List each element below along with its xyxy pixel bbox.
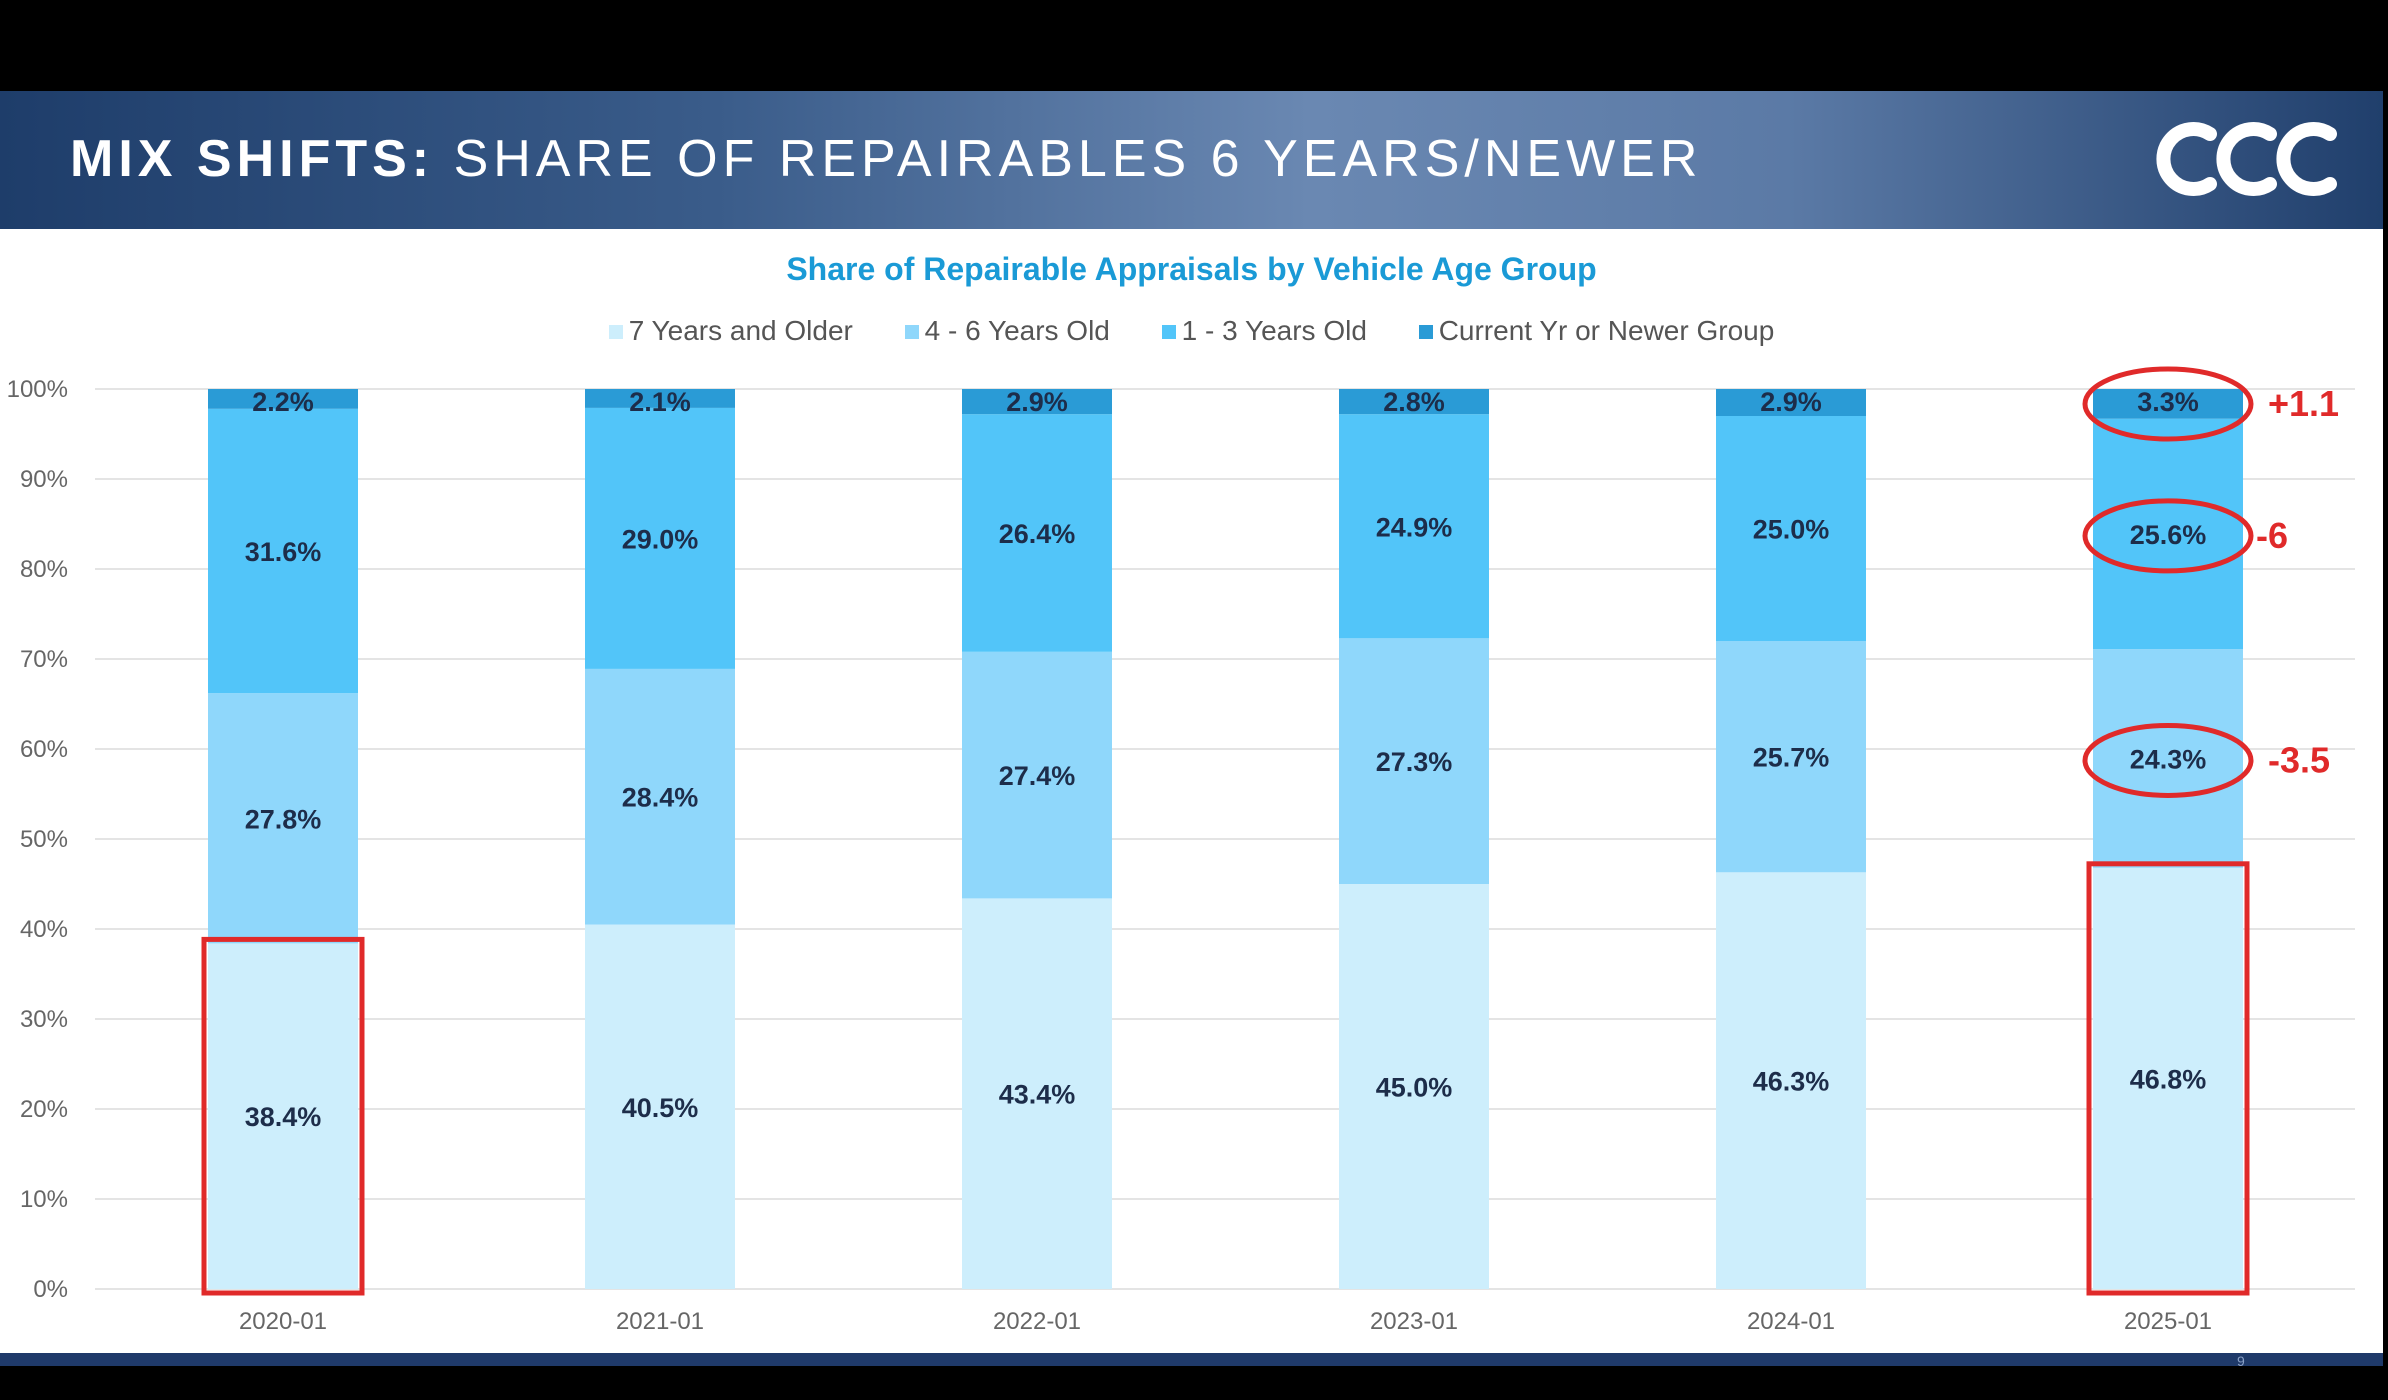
data-label: 28.4%: [622, 783, 699, 813]
y-tick-label: 90%: [20, 466, 68, 493]
data-label: 24.9%: [1376, 512, 1453, 542]
data-label: 2.1%: [629, 387, 691, 417]
bar-segment: [1339, 884, 1489, 1289]
page-title-rest: SHARE OF REPAIRABLES 6 YEARS/NEWER: [453, 130, 1703, 188]
bar-segment: [1716, 389, 1866, 416]
data-label: 25.7%: [1753, 743, 1830, 773]
y-tick-label: 70%: [20, 646, 68, 673]
chart-legend: 7 Years and Older 4 - 6 Years Old 1 - 3 …: [0, 313, 2383, 347]
data-label: 2.2%: [252, 387, 314, 417]
annotation-text: -3.5: [2268, 739, 2330, 780]
bar-segment: [1716, 416, 1866, 641]
data-label: 46.8%: [2130, 1064, 2207, 1094]
bar-segment: [962, 898, 1112, 1289]
legend-item-1-3-years: 1 - 3 Years Old: [1161, 314, 1367, 347]
annotation-ellipse: [2082, 366, 2254, 442]
right-letterbox: [2383, 91, 2388, 1366]
y-tick-label: 40%: [20, 916, 68, 943]
x-tick-label: 2023-01: [1370, 1308, 1458, 1335]
legend-item-4-6-years: 4 - 6 Years Old: [904, 314, 1110, 347]
header-banner: MIX SHIFTS: SHARE OF REPAIRABLES 6 YEARS…: [0, 91, 2383, 229]
y-tick-label: 30%: [20, 1006, 68, 1033]
bar-segment: [1716, 641, 1866, 873]
bar-segment: [1716, 872, 1866, 1289]
data-label: 25.0%: [1753, 515, 1830, 545]
page-title-bold: MIX SHIFTS:: [70, 130, 435, 188]
x-tick-label: 2022-01: [993, 1308, 1081, 1335]
bar-segment: [585, 389, 735, 408]
bar-segment: [2093, 867, 2243, 1289]
y-tick-label: 80%: [20, 556, 68, 583]
x-tick-label: 2020-01: [239, 1308, 327, 1335]
legend-swatch: [904, 325, 919, 340]
footer-bar: [0, 1353, 2383, 1366]
legend-label: 7 Years and Older: [628, 314, 853, 346]
slide: MIX SHIFTS: SHARE OF REPAIRABLES 6 YEARS…: [0, 91, 2383, 1366]
legend-label: 4 - 6 Years Old: [924, 314, 1110, 346]
data-label: 38.4%: [245, 1102, 322, 1132]
data-label: 26.4%: [999, 519, 1076, 549]
data-label: 24.3%: [2130, 744, 2207, 774]
data-label: 2.9%: [1006, 387, 1068, 417]
annotation-ellipse: [2082, 722, 2254, 798]
y-tick-label: 50%: [20, 826, 68, 853]
data-label: 40.5%: [622, 1093, 699, 1123]
page-number: 9: [2237, 1353, 2245, 1366]
highlight-box: [201, 936, 365, 1296]
bar-segment: [208, 693, 358, 944]
data-label: 27.4%: [999, 761, 1076, 791]
data-label: 43.4%: [999, 1080, 1076, 1110]
page-title: MIX SHIFTS: SHARE OF REPAIRABLES 6 YEARS…: [70, 129, 1702, 189]
bar-segment: [1339, 638, 1489, 884]
stacked-bar-chart: 0% 10% 20% 30% 40% 50% 60% 70% 80% 90% 100% 38.4% 27…: [7, 366, 2355, 1335]
annotation-text: -6: [2256, 515, 2288, 556]
x-tick-label: 2024-01: [1747, 1308, 1835, 1335]
bar-segment: [962, 389, 1112, 415]
x-tick-label: 2025-01: [2124, 1308, 2212, 1335]
legend-swatch: [1418, 325, 1433, 340]
y-tick-label: 20%: [20, 1096, 68, 1123]
legend-item-current-year: Current Yr or Newer Group: [1418, 314, 1775, 347]
top-letterbox: [0, 0, 2388, 91]
annotation-text: +1.1: [2268, 383, 2339, 424]
bar-segment: [585, 924, 735, 1289]
bar-segment: [2093, 649, 2243, 868]
bar-segment: [585, 668, 735, 925]
highlight-box: [2086, 861, 2250, 1296]
data-label: 45.0%: [1376, 1073, 1453, 1103]
data-label: 2.8%: [1383, 387, 1445, 417]
y-tick-label: 0%: [33, 1276, 68, 1303]
data-label: 25.6%: [2130, 520, 2207, 550]
legend-swatch: [608, 325, 623, 340]
legend-swatch: [1161, 325, 1176, 340]
bar-segment: [962, 414, 1112, 652]
bar-segment: [208, 389, 358, 409]
bar-segment: [2093, 418, 2243, 650]
ccc-logo-icon: [2156, 122, 2337, 196]
data-label: 27.3%: [1376, 747, 1453, 777]
x-tick-label: 2021-01: [616, 1308, 704, 1335]
legend-item-7-years-older: 7 Years and Older: [608, 314, 853, 347]
data-label: 3.3%: [2137, 387, 2199, 417]
data-label: 2.9%: [1760, 387, 1822, 417]
bar-segment: [2093, 389, 2243, 419]
bar-segment: [208, 408, 358, 694]
y-tick-label: 100%: [7, 376, 68, 403]
y-tick-label: 60%: [20, 736, 68, 763]
data-label: 27.8%: [245, 804, 322, 834]
legend-label: 1 - 3 Years Old: [1181, 314, 1367, 346]
data-label: 46.3%: [1753, 1067, 1830, 1097]
bar-segment: [962, 651, 1112, 899]
legend-label: Current Yr or Newer Group: [1438, 314, 1775, 346]
data-label: 31.6%: [245, 537, 322, 567]
bar-segment: [1339, 414, 1489, 639]
bar-segment: [1339, 389, 1489, 415]
data-label: 29.0%: [622, 524, 699, 554]
chart-title: Share of Repairable Appraisals by Vehicl…: [786, 251, 1597, 287]
bar-segment: [585, 407, 735, 669]
annotation-ellipse: [2082, 498, 2254, 574]
bar-segment: [208, 943, 358, 1289]
y-tick-label: 10%: [20, 1186, 68, 1213]
